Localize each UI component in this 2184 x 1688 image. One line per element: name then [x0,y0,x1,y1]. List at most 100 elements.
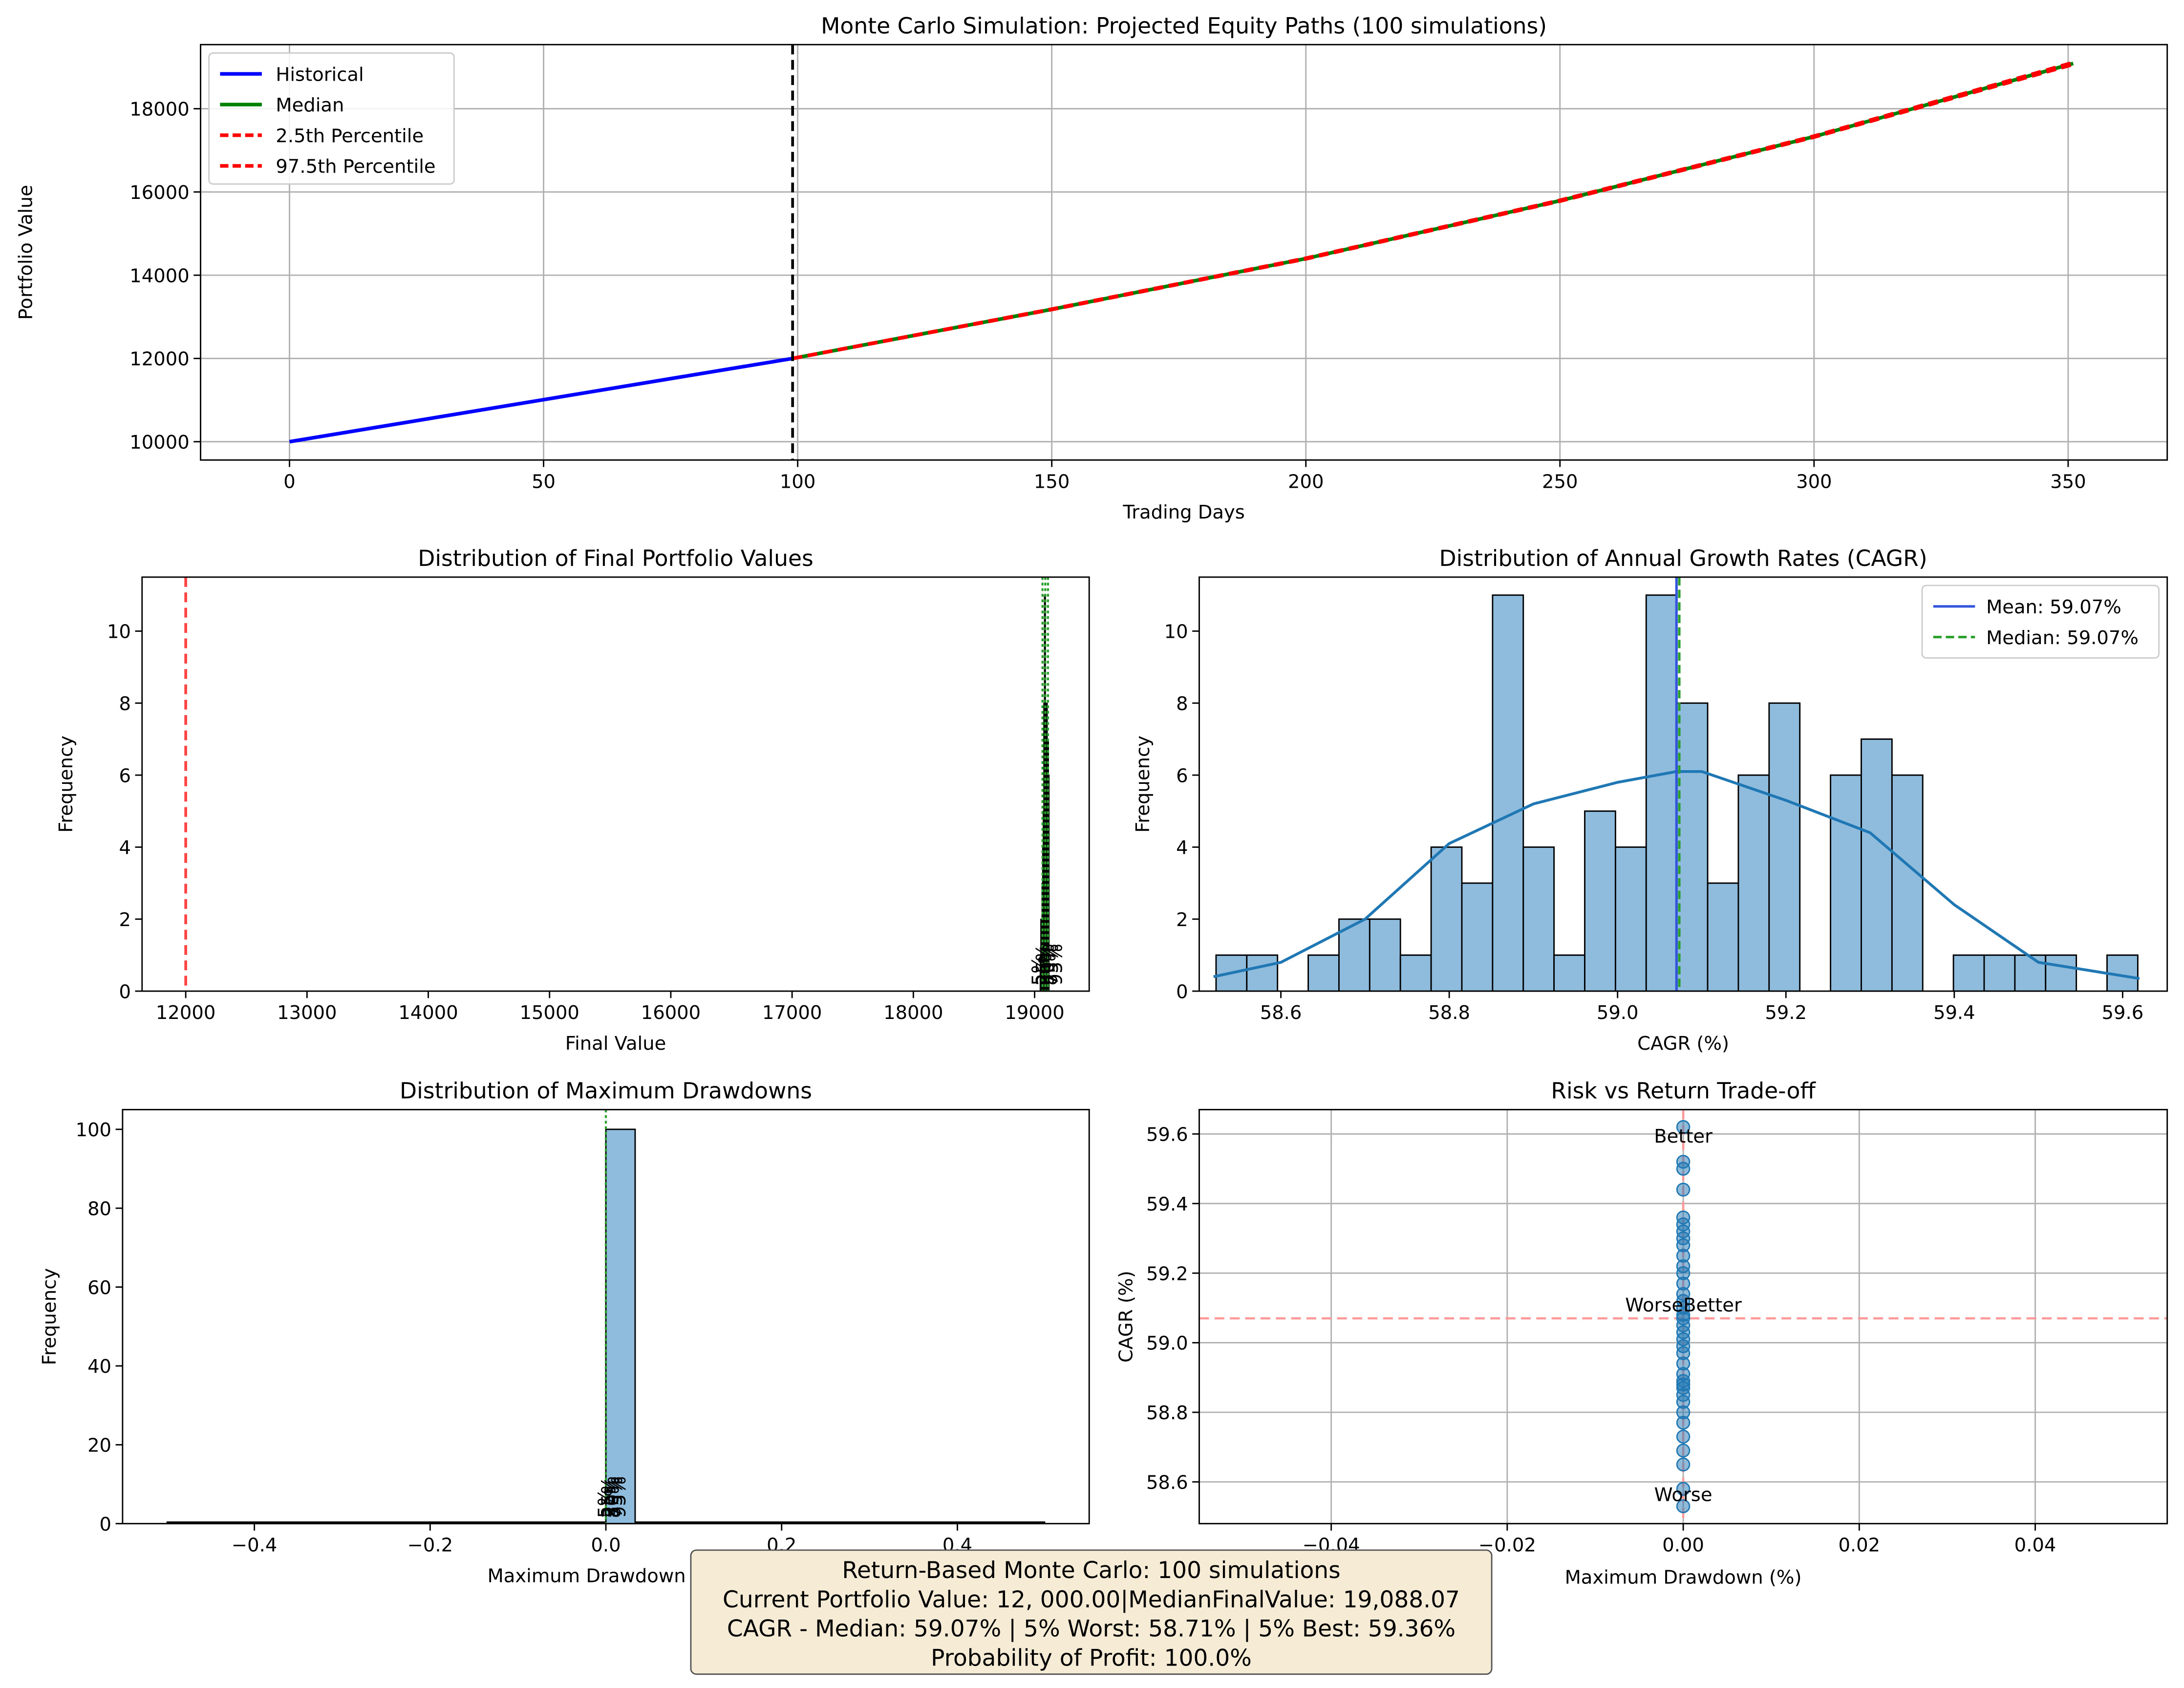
y-tick-label: 10 [107,621,131,643]
histogram-bar [1952,954,1985,992]
scatter-point [1676,1443,1691,1458]
y-tick-label: 100 [76,1119,111,1141]
x-tick-label: 59.4 [1933,1002,1975,1024]
histogram-bar [1614,846,1647,992]
x-tick-label: 0.02 [1838,1535,1880,1557]
x-tick-label: −0.2 [407,1535,453,1557]
histogram-bar [1307,954,1340,992]
scatter-point [1676,1429,1691,1444]
x-tick-label: 15000 [520,1002,579,1024]
percentile-annotation: 50% [601,1476,623,1518]
equity-chart: 0 50 100 150 200 250 300 350 10000 12000 14000 1600… [15,13,2168,523]
scatter-point [1676,1155,1691,1169]
histogram-bar [1737,774,1770,992]
legend-label: 97.5th Percentile [276,156,435,178]
y-tick-label: 16000 [129,182,189,204]
y-tick-label: 0 [1176,981,1188,1003]
summary-line-4: Probability of Profit: 100.0% [931,1645,1252,1672]
series-line-97-5th-percentile [792,61,2074,361]
scatter-point [1676,1457,1691,1472]
percentile-annotation: 75% [605,1476,627,1518]
y-tick-label: 18000 [129,99,189,121]
histogram-bar [1369,918,1401,992]
scatter-point [1676,1120,1691,1134]
legend-label: Median [276,94,344,116]
y-tick-label: 0 [100,1514,111,1536]
x-tick-label: 0.0 [591,1535,621,1557]
y-tick-label: 58.6 [1146,1472,1188,1493]
histogram-bar [1707,882,1739,992]
chart-title: Distribution of Annual Growth Rates (CAG… [1439,545,1927,571]
x-axis-label: CAGR (%) [1637,1033,1729,1055]
summary-line-3: CAGR - Median: 59.07% | 5% Worst: 58.71%… [727,1616,1456,1643]
x-tick-label: 12000 [156,1002,215,1024]
y-tick-label: 12000 [129,348,189,370]
y-tick-label: 80 [87,1198,111,1220]
summary-box-bg [690,1549,1493,1675]
y-tick-label: 60 [87,1277,111,1299]
x-tick-label: 16000 [641,1002,701,1024]
histogram-bar [2045,954,2077,992]
histogram-bar [1246,954,1279,992]
chart-title: Distribution of Maximum Drawdowns [400,1078,812,1104]
y-tick-label: 8 [1176,693,1188,715]
legend-box [208,52,455,185]
x-tick-label: 0.00 [1662,1535,1704,1557]
series-line-historical [289,356,793,444]
y-tick-label: 0 [119,981,130,1003]
histogram-bar [1492,594,1524,992]
x-tick-label: 100 [780,471,815,493]
x-tick-label: −0.4 [232,1535,277,1557]
x-axis-label: Maximum Drawdown (%) [488,1565,725,1587]
plot-frame [122,1109,1090,1525]
legend-box [1921,584,2160,659]
plot-area [200,44,2167,460]
drawdown-chart: −0.4 −0.2 0.0 0.2 0.4020406080100Distributio… [39,1078,1090,1587]
x-tick-label: 58.6 [1260,1002,1302,1024]
x-tick-label: 59.0 [1597,1002,1639,1024]
plot-area [142,577,1090,992]
chart-title: Monte Carlo Simulation: Projected Equity… [821,13,1547,39]
histogram-bar [2014,954,2047,992]
histogram-bar [1676,702,1709,992]
percentile-annotation: 75% [1041,944,1063,986]
y-tick-label: 59.0 [1146,1333,1188,1355]
legend-label: Mean: 59.07% [1986,596,2121,618]
x-tick-label: 0.04 [2014,1535,2056,1557]
y-tick-label: 6 [1176,765,1188,787]
x-axis-label: Trading Days [1122,501,1244,523]
y-tick-label: 59.4 [1146,1193,1188,1215]
plot-frame [1199,1109,2168,1525]
y-tick-label: 14000 [129,265,189,287]
histogram-bar [1768,702,1801,992]
y-tick-label: 10 [1164,621,1188,643]
y-axis-label: Portfolio Value [15,185,37,320]
chart-title: Distribution of Final Portfolio Values [418,545,814,571]
x-tick-label: 0 [283,471,295,493]
y-tick-label: 59.2 [1146,1263,1188,1285]
summary-line-1: Return-Based Monte Carlo: 100 simulation… [842,1557,1340,1584]
percentile-annotation: 50% [1037,944,1059,986]
scatter-point [1676,1210,1691,1225]
histogram-bar [605,1128,636,1525]
summary-box: Return-Based Monte Carlo: 100 simulation… [690,1549,1493,1675]
histogram-bar [1553,954,1585,992]
y-tick-label: 4 [119,837,130,859]
plot-frame [141,576,1090,992]
x-tick-label: 250 [1542,471,1578,493]
scatter-point [1676,1482,1691,1496]
histogram-bar [1861,738,1893,992]
percentile-annotation: 5% [1028,956,1050,986]
percentile-annotation: 25% [598,1476,620,1518]
legend-label: Median: 59.07% [1986,627,2139,649]
x-tick-label: 300 [1796,471,1832,493]
y-tick-label: 40 [87,1356,111,1378]
histogram-bar [1430,846,1463,992]
scatter-point [1676,1499,1691,1514]
legend-label: 2.5th Percentile [276,125,424,147]
y-tick-label: 10000 [129,432,189,454]
y-axis-label: Frequency [1132,736,1154,833]
plot-frame [200,43,2168,461]
legend-label: Historical [276,64,364,86]
label-worse-bottom: Worse [1654,1484,1713,1506]
